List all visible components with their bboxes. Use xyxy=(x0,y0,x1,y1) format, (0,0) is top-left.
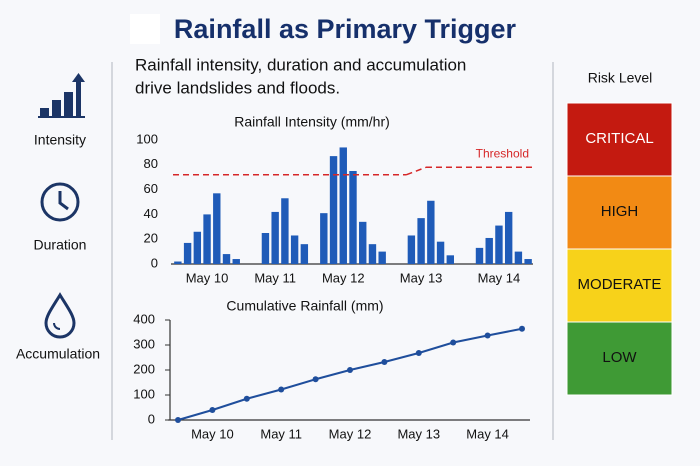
bar xyxy=(359,221,367,264)
bar xyxy=(504,211,513,264)
y-tick-label: 80 xyxy=(144,156,158,171)
chart-title: Rainfall Intensity (mm/hr) xyxy=(234,114,390,130)
bar xyxy=(378,251,386,264)
factor-label: Duration xyxy=(34,237,87,253)
risk-label: HIGH xyxy=(601,203,639,220)
risk-label: LOW xyxy=(602,349,637,366)
x-tick-label: May 10 xyxy=(186,270,229,285)
x-tick-label: May 11 xyxy=(260,426,302,441)
y-tick-label: 200 xyxy=(133,361,155,376)
point xyxy=(415,350,422,356)
bar xyxy=(417,218,425,264)
x-tick-label: May 14 xyxy=(466,426,509,441)
bar xyxy=(446,255,454,264)
duration-icon xyxy=(40,182,80,222)
bar xyxy=(475,247,484,264)
threshold-label: Threshold xyxy=(476,146,529,160)
point xyxy=(484,332,491,339)
y-tick-label: 100 xyxy=(133,386,155,401)
threshold-step xyxy=(406,166,427,176)
bar xyxy=(485,237,493,264)
bar xyxy=(339,147,347,264)
bar xyxy=(514,251,523,264)
bar xyxy=(495,225,503,264)
bar xyxy=(261,233,270,264)
bar xyxy=(320,213,328,264)
point xyxy=(450,339,457,346)
x-tick-label: May 13 xyxy=(397,426,440,441)
bar xyxy=(300,244,309,264)
risk-label: CRITICAL xyxy=(585,130,653,147)
x-tick-label: May 12 xyxy=(322,270,365,285)
y-tick-label: 0 xyxy=(151,255,158,270)
point xyxy=(243,395,250,402)
bar xyxy=(368,244,377,264)
line xyxy=(177,327,523,421)
y-tick-label: 20 xyxy=(144,231,158,246)
page-title: Rainfall as Primary Trigger xyxy=(174,14,517,44)
point xyxy=(381,359,388,365)
intensity-icon xyxy=(38,73,85,118)
risk-label: MODERATE xyxy=(578,276,662,293)
bar xyxy=(290,235,299,264)
factor-label: Intensity xyxy=(34,132,86,148)
risk-box xyxy=(566,175,673,250)
accumulation-icon xyxy=(44,292,76,339)
bar xyxy=(407,235,416,264)
factor-label: Accumulation xyxy=(16,346,100,362)
bar xyxy=(271,211,279,264)
point xyxy=(175,417,181,423)
bar xyxy=(329,156,338,264)
risk-title: Risk Level xyxy=(588,70,653,86)
y-tick-label: 300 xyxy=(133,336,155,351)
x-tick-label: May 14 xyxy=(478,270,521,285)
bar xyxy=(281,198,289,264)
title-patch xyxy=(130,14,160,44)
y-tick-label: 40 xyxy=(144,206,158,221)
bar xyxy=(183,242,192,264)
bar xyxy=(222,254,231,264)
risk-box xyxy=(566,321,673,396)
subtitle-line: Rainfall intensity, duration and accumul… xyxy=(135,55,466,74)
x-tick-label: May 12 xyxy=(329,426,372,441)
bar xyxy=(193,231,202,264)
y-tick-label: 60 xyxy=(144,181,158,196)
chart-title: Cumulative Rainfall (mm) xyxy=(226,298,383,314)
y-tick-label: 100 xyxy=(136,131,158,146)
y-tick-label: 0 xyxy=(148,411,155,426)
bar xyxy=(436,241,445,264)
point xyxy=(278,386,285,393)
bar xyxy=(349,171,357,264)
risk-box xyxy=(566,248,673,323)
bar xyxy=(524,259,532,264)
x-tick-label: May 11 xyxy=(254,270,296,285)
point xyxy=(519,325,525,332)
risk-box xyxy=(566,102,673,177)
point xyxy=(312,376,319,383)
bar xyxy=(427,200,435,264)
x-tick-label: May 10 xyxy=(191,426,234,441)
bar xyxy=(174,261,182,264)
bar xyxy=(213,193,221,264)
point xyxy=(209,407,216,413)
bar xyxy=(232,259,240,264)
x-tick-label: May 13 xyxy=(400,270,443,285)
point xyxy=(347,367,353,373)
bar xyxy=(203,214,211,264)
subtitle-line: drive landslides and floods. xyxy=(135,78,340,97)
y-tick-label: 400 xyxy=(133,311,155,326)
